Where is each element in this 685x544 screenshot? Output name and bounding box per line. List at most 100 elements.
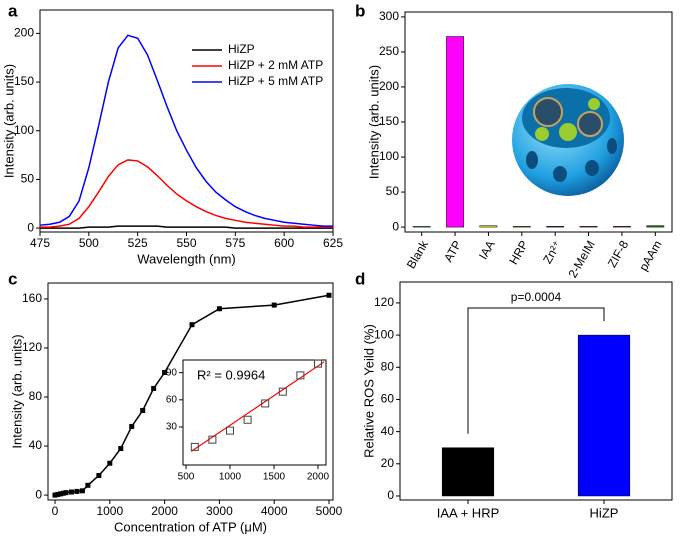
panel-label: b bbox=[355, 1, 365, 20]
data-point bbox=[55, 491, 61, 497]
bar bbox=[446, 36, 464, 228]
bar bbox=[577, 334, 631, 497]
x-tick-label: Zn²⁺ bbox=[540, 238, 564, 266]
x-tick-label: 575 bbox=[225, 236, 245, 250]
x-tick-label: 625 bbox=[323, 236, 343, 250]
data-point bbox=[118, 446, 124, 452]
series-line bbox=[39, 34, 333, 227]
legend-label: HiZP + 5 mM ATP bbox=[228, 74, 323, 88]
data-point bbox=[63, 490, 69, 496]
bar bbox=[646, 225, 665, 228]
data-point bbox=[68, 489, 74, 495]
x-tick-label: 1000 bbox=[219, 472, 242, 483]
x-tick-label: 2000 bbox=[307, 472, 330, 483]
data-point bbox=[129, 423, 135, 429]
data-point bbox=[107, 460, 113, 466]
y-tick-label: 0 bbox=[35, 487, 42, 501]
data-point bbox=[52, 492, 58, 498]
y-tick-label: 100 bbox=[374, 327, 394, 341]
y-tick-label: 50 bbox=[386, 184, 400, 198]
plot-frame bbox=[39, 9, 334, 233]
y-tick-label: 20 bbox=[381, 456, 395, 470]
y-tick-label: 100 bbox=[379, 149, 399, 163]
x-tick-label: 0 bbox=[52, 504, 59, 518]
legend-label: HiZP bbox=[228, 42, 255, 56]
y-tick-label: 100 bbox=[14, 123, 34, 137]
significance-bracket bbox=[467, 307, 605, 434]
bar bbox=[441, 447, 495, 497]
y-tick-label: 80 bbox=[381, 359, 395, 373]
y-axis-label: Intensity (arb. units) bbox=[366, 65, 381, 179]
y-tick-label: 0 bbox=[392, 219, 399, 233]
y-tick-label: 40 bbox=[29, 438, 43, 452]
y-tick-label: 30 bbox=[166, 422, 178, 433]
data-point bbox=[60, 490, 66, 496]
inset-point bbox=[190, 442, 199, 451]
y-tick-label: 90 bbox=[166, 367, 178, 378]
data-point bbox=[216, 306, 222, 312]
inset-annotation: R² = 0.9964 bbox=[197, 367, 265, 382]
plot-frame bbox=[47, 282, 334, 501]
x-tick-label: 4000 bbox=[261, 504, 288, 518]
x-tick-label: 500 bbox=[178, 472, 195, 483]
bar bbox=[579, 226, 598, 228]
y-tick-label: 150 bbox=[14, 74, 34, 88]
data-point bbox=[326, 292, 332, 298]
inset-point bbox=[208, 435, 217, 444]
inset-point bbox=[278, 387, 287, 396]
y-axis-label: Intensity (arb. units) bbox=[1, 64, 16, 178]
x-tick-label: ATP bbox=[441, 238, 464, 264]
y-tick-label: 250 bbox=[379, 44, 399, 58]
series-line bbox=[40, 159, 333, 228]
x-axis-label: Wavelength (nm) bbox=[137, 251, 236, 266]
legend-label: HiZP + 2 mM ATP bbox=[228, 58, 323, 72]
bar bbox=[613, 226, 631, 228]
y-tick-label: 200 bbox=[379, 79, 399, 93]
x-axis-label: Concentration of ATP (μM) bbox=[114, 519, 267, 534]
x-tick-label: IAA bbox=[476, 238, 498, 262]
plot-frame bbox=[182, 359, 327, 466]
nanoparticle-illustration bbox=[512, 84, 624, 196]
data-point bbox=[57, 491, 63, 497]
y-tick-label: 60 bbox=[166, 394, 178, 405]
x-tick-label: 2-MeIM bbox=[565, 238, 597, 280]
inset-point bbox=[296, 371, 305, 380]
x-tick-label: 2000 bbox=[151, 504, 178, 518]
data-point bbox=[271, 302, 277, 308]
x-tick-label: HRP bbox=[506, 238, 531, 267]
y-tick-label: 120 bbox=[22, 340, 42, 354]
y-tick-label: 120 bbox=[374, 295, 394, 309]
y-tick-label: 50 bbox=[21, 172, 35, 186]
y-tick-label: 0 bbox=[387, 488, 394, 502]
y-tick-label: 40 bbox=[381, 424, 395, 438]
data-point bbox=[85, 482, 91, 488]
bar bbox=[512, 226, 531, 228]
inset-point bbox=[261, 399, 270, 408]
bar bbox=[546, 226, 565, 228]
x-tick-label: Blank bbox=[404, 237, 432, 271]
x-tick-label: 550 bbox=[176, 236, 196, 250]
data-point bbox=[79, 488, 85, 494]
inset-point bbox=[313, 359, 322, 368]
y-tick-label: 160 bbox=[22, 291, 42, 305]
data-point bbox=[151, 385, 157, 391]
y-tick-label: 300 bbox=[379, 9, 399, 23]
y-tick-label: 60 bbox=[381, 392, 395, 406]
panel-label: d bbox=[355, 269, 365, 288]
plot-frame bbox=[399, 281, 673, 501]
panel-label: c bbox=[8, 269, 17, 288]
series-line bbox=[40, 225, 333, 229]
y-tick-label: 0 bbox=[27, 220, 34, 234]
bar bbox=[412, 226, 431, 228]
y-axis-label: Intensity (arb. units) bbox=[9, 334, 24, 448]
y-axis-label: Relative ROS Yeild (%) bbox=[361, 324, 376, 458]
data-point bbox=[96, 472, 102, 478]
y-tick-label: 80 bbox=[29, 389, 43, 403]
inset-point bbox=[243, 415, 252, 424]
x-tick-label: ZIF-8 bbox=[605, 238, 632, 270]
x-tick-label: 1500 bbox=[263, 472, 286, 483]
data-point bbox=[74, 488, 80, 494]
panel-label: a bbox=[8, 1, 18, 20]
inset-point bbox=[225, 426, 234, 435]
x-tick-label: 525 bbox=[128, 236, 148, 250]
